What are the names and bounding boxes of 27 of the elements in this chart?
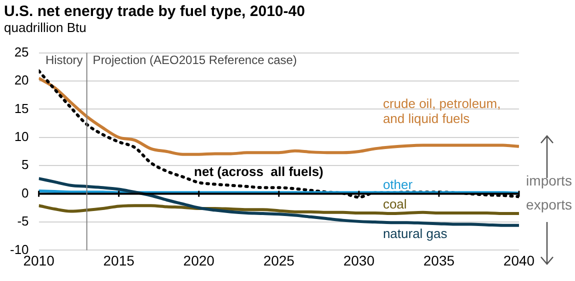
x-tick-label: 2020	[183, 252, 215, 268]
x-tick-label: 2040	[503, 252, 535, 268]
y-tick-label: 0	[22, 185, 29, 200]
x-tick-label: 2015	[103, 252, 135, 268]
y-tick-label: 15	[14, 100, 29, 116]
y-tick-label: -5	[17, 214, 29, 229]
series-label: coal	[382, 196, 407, 212]
line-series	[38, 76, 519, 156]
series-label: other	[382, 176, 414, 192]
series-label: net (across all fuels)	[194, 164, 324, 179]
y-tick-label: 5	[22, 157, 29, 172]
text: imports	[526, 172, 572, 189]
x-tick-label: 2030	[343, 252, 375, 268]
chart-subtitle: quadrillion Btu	[3, 20, 88, 35]
series-label: crude oil, petroleum, and liquid fuels	[382, 96, 501, 126]
y-tick-label: 10	[14, 128, 29, 144]
y-tick-label: -10	[10, 242, 29, 257]
ref-line-label: Projection (AEO2015 Reference case)	[92, 53, 297, 68]
chart-title: U.S. net energy trade by fuel type, 2010-40	[3, 2, 306, 20]
line-series	[38, 177, 519, 227]
text: exports	[526, 196, 572, 213]
series-label: natural gas	[382, 226, 448, 241]
annotation: History	[45, 53, 83, 68]
x-tick-label: 2035	[423, 252, 455, 268]
x-tick-label: 2025	[263, 252, 295, 268]
y-tick-label: 20	[14, 72, 29, 88]
y-tick-label: 25	[14, 44, 29, 60]
